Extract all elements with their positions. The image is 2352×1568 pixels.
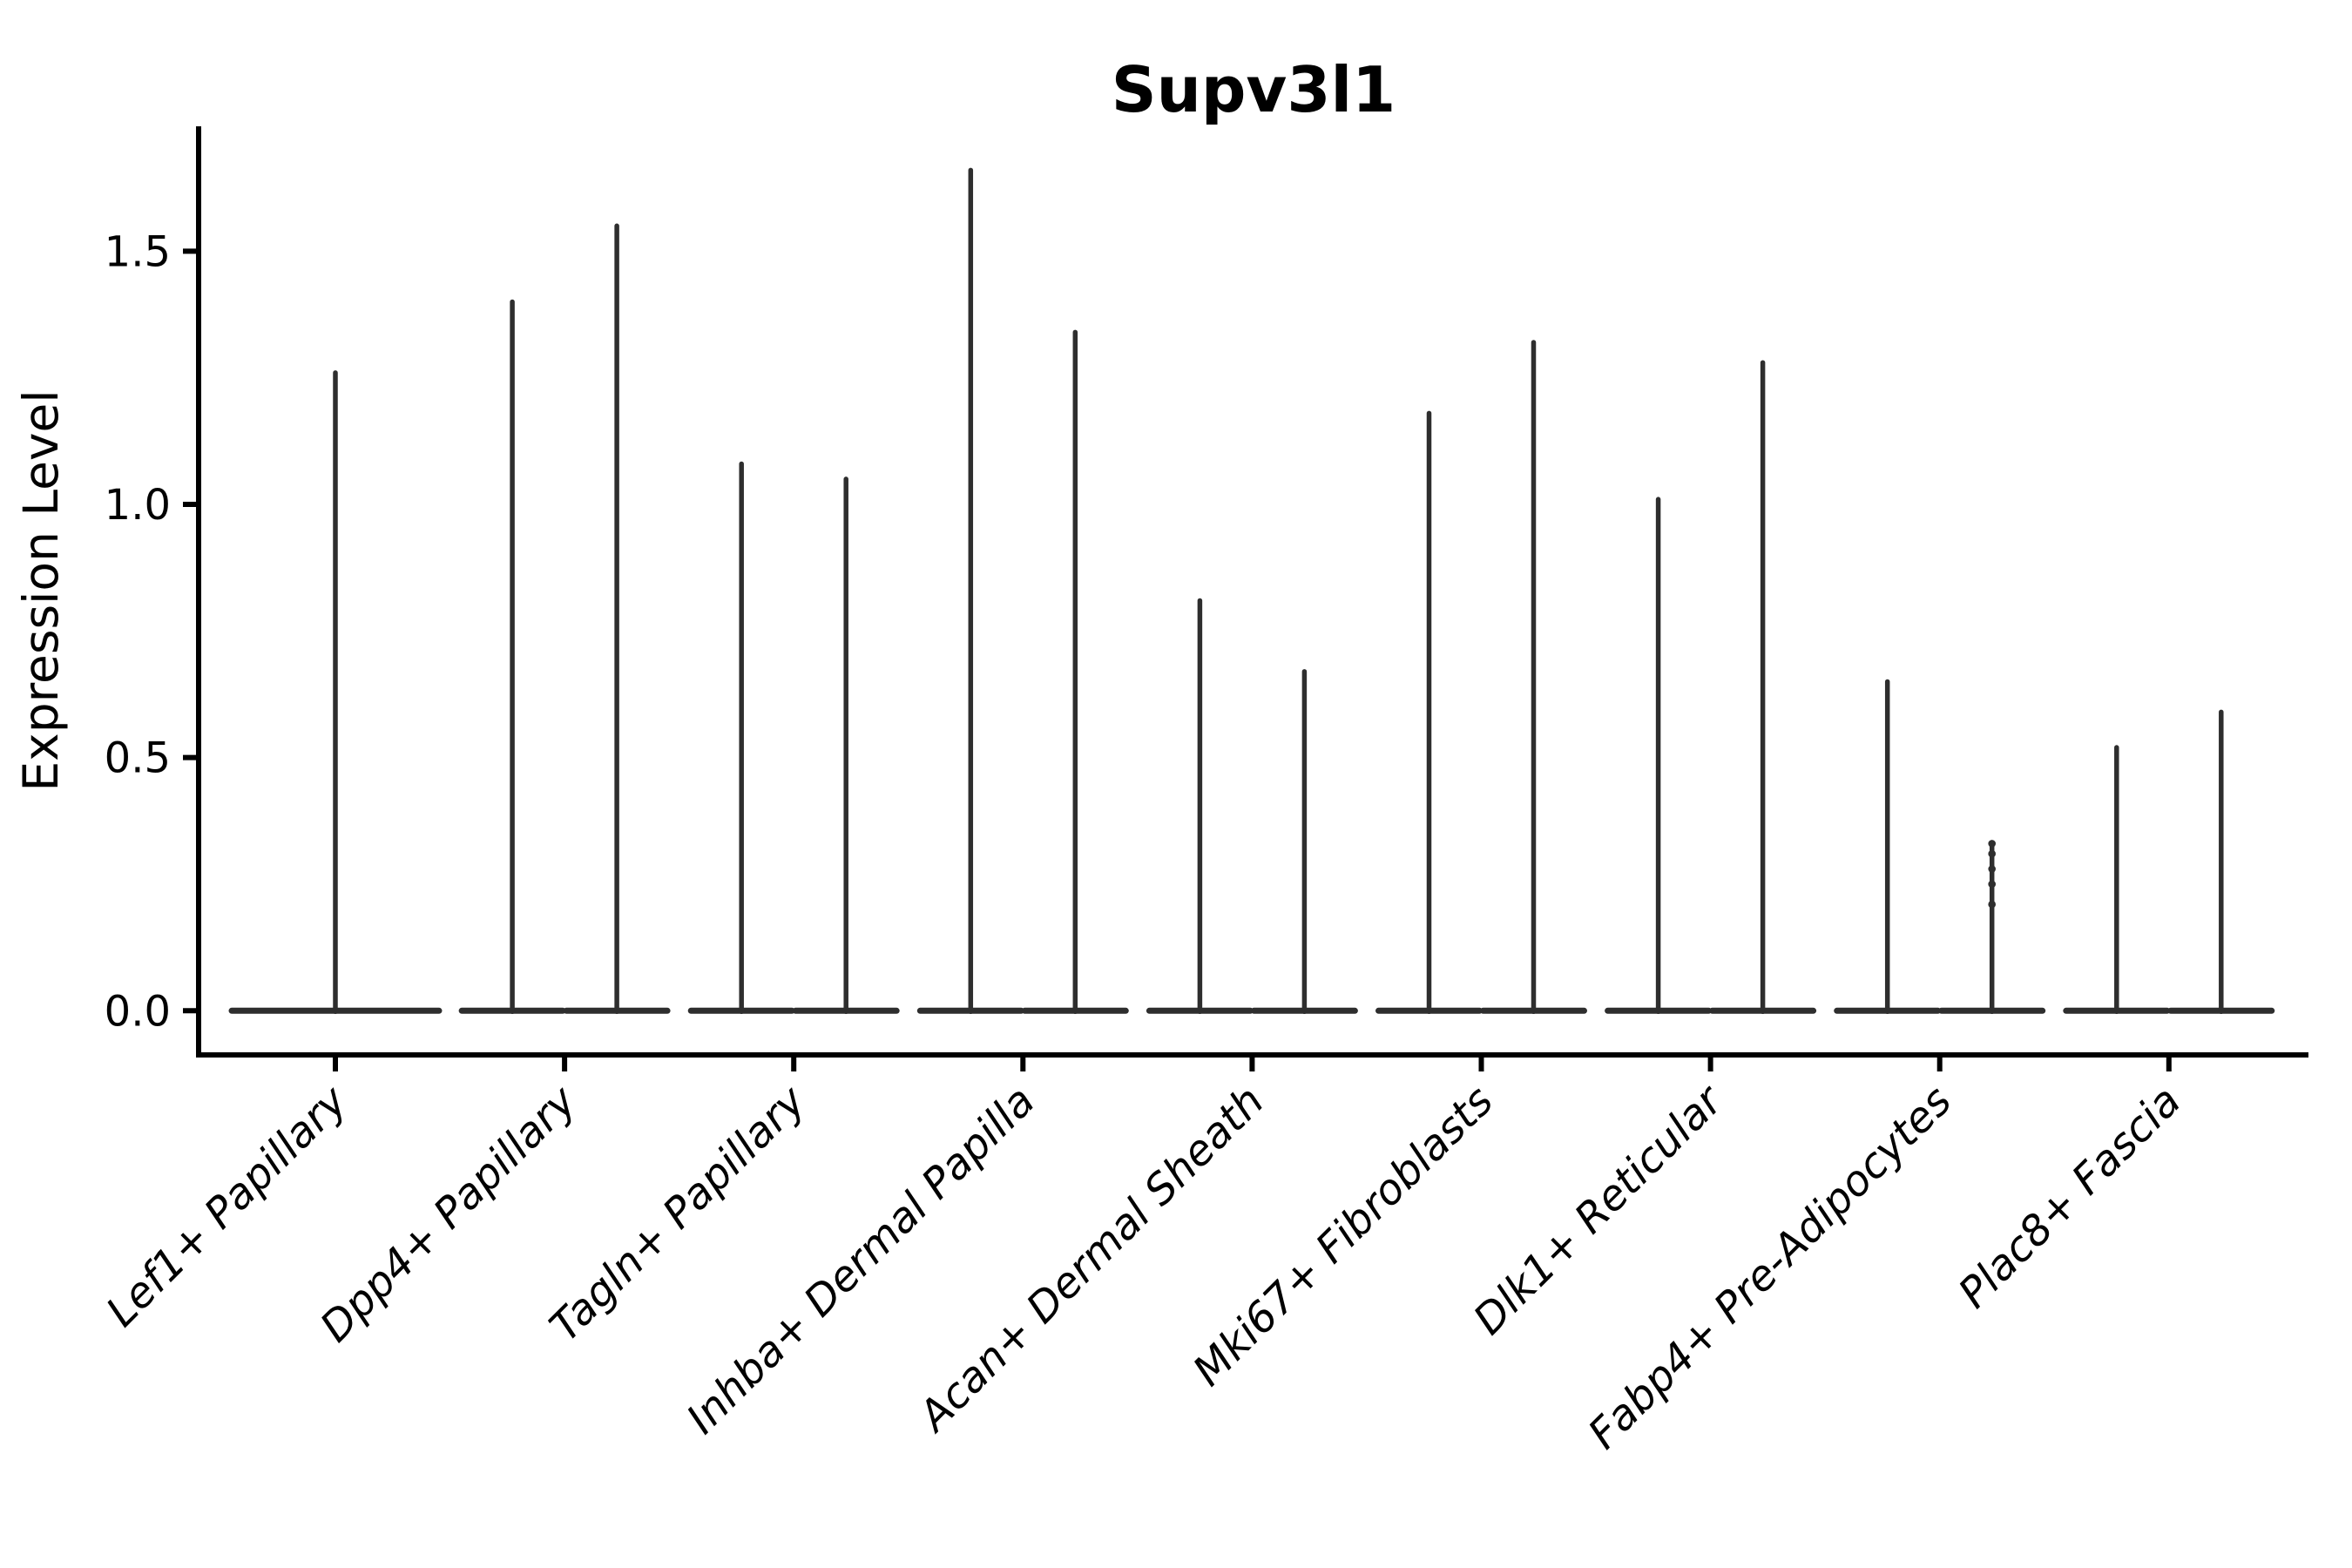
violin <box>1709 360 1817 1015</box>
violin <box>1375 410 1483 1015</box>
violin <box>792 476 900 1015</box>
violin <box>458 299 566 1015</box>
violin <box>1250 669 1358 1015</box>
violin <box>2063 745 2171 1015</box>
violin <box>1938 840 2046 1015</box>
violin-point <box>1988 900 1996 909</box>
violin <box>1480 340 1587 1015</box>
violin-point <box>1988 880 1996 889</box>
violin <box>563 223 671 1015</box>
violin <box>1146 598 1254 1015</box>
violins-layer <box>228 167 2275 1015</box>
y-tick-label: 1.5 <box>105 227 171 276</box>
violin <box>1605 497 1713 1015</box>
violin <box>1021 329 1129 1015</box>
violin <box>916 167 1024 1015</box>
y-axis-label: Expression Level <box>13 389 69 791</box>
violin <box>2167 709 2275 1015</box>
y-tick-label: 0.0 <box>105 987 171 1036</box>
y-tick-label: 0.5 <box>105 734 171 783</box>
chart-title: Supv3l1 <box>1112 53 1396 126</box>
axes-layer <box>183 126 2308 1071</box>
violin <box>687 461 795 1015</box>
violin-point <box>1988 840 1996 848</box>
violin-point <box>1988 865 1996 873</box>
violin <box>1834 679 1942 1015</box>
violin-point <box>1988 849 1996 858</box>
violin <box>228 370 443 1015</box>
y-tick-label: 1.0 <box>105 481 171 530</box>
